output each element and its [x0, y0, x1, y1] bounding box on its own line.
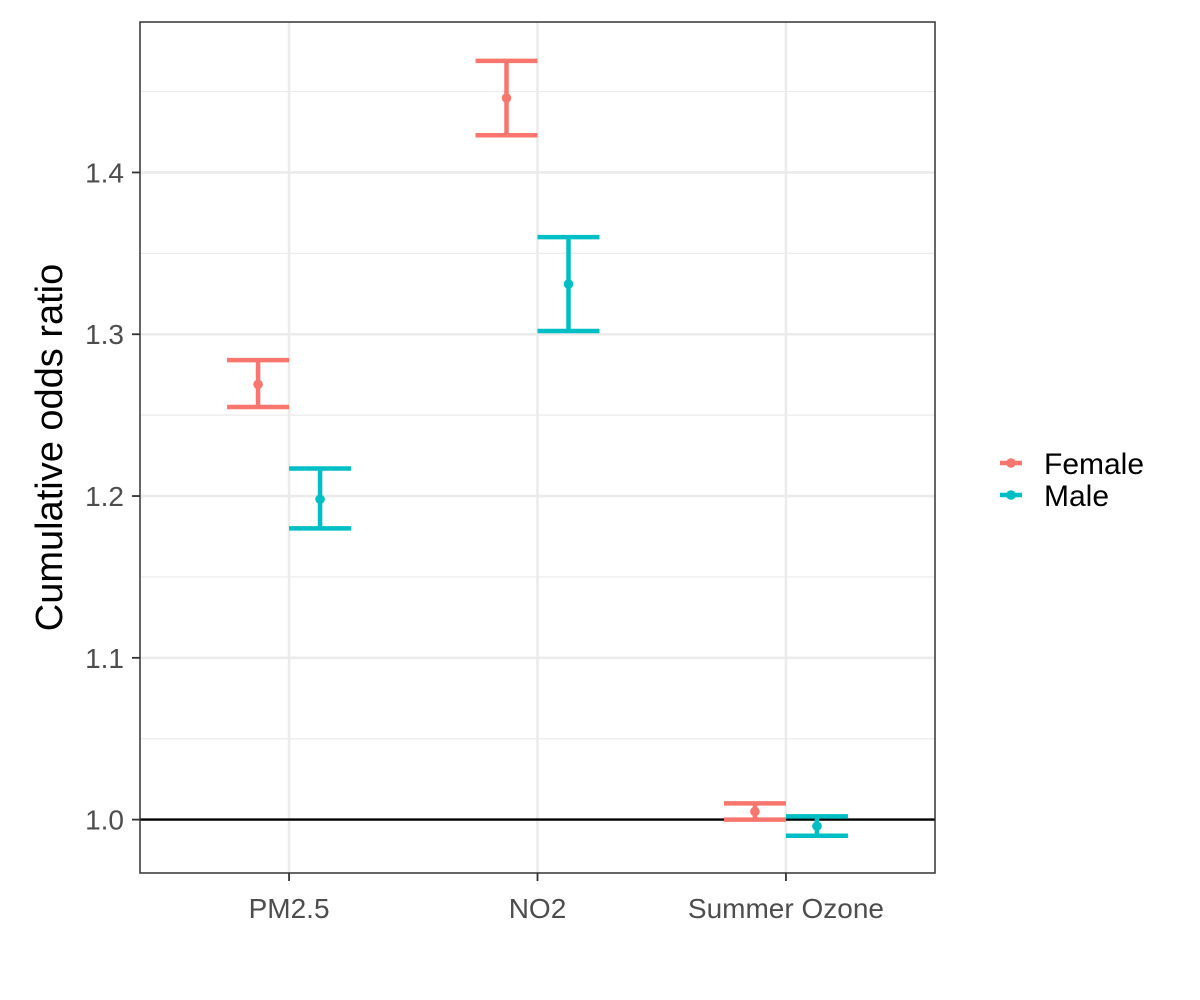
- y-axis: 1.0 1.1 1.2 1.3 1.4: [85, 157, 140, 836]
- error-bar: [475, 58, 538, 138]
- y-tick-label: 1.3: [85, 319, 124, 350]
- error-bar: [537, 234, 600, 334]
- legend-item-female: Female: [1000, 448, 1144, 481]
- legend-label: Male: [1044, 480, 1109, 513]
- error-bar: [785, 814, 848, 839]
- legend-key-point: [1006, 490, 1016, 500]
- x-tick-label: PM2.5: [249, 893, 330, 924]
- series-male: [289, 234, 848, 839]
- estimate-point: [750, 806, 760, 817]
- x-tick-label: NO2: [509, 893, 567, 924]
- legend-key-point: [1006, 458, 1016, 468]
- y-tick-label: 1.4: [85, 157, 124, 188]
- estimate-point: [812, 821, 822, 831]
- y-tick-label: 1.1: [85, 643, 124, 674]
- x-axis: PM2.5 NO2 Summer Ozone: [249, 873, 884, 924]
- estimate-point: [501, 93, 512, 103]
- y-tick-label: 1.0: [85, 805, 124, 836]
- estimate-point: [563, 279, 574, 289]
- legend-item-male: Male: [1000, 480, 1109, 513]
- error-bar: [723, 801, 786, 822]
- estimate-point: [315, 494, 325, 505]
- y-axis-title: Cumulative odds ratio: [29, 264, 71, 632]
- series-female: [227, 58, 786, 822]
- error-bars: [227, 58, 848, 839]
- estimate-point: [253, 379, 263, 390]
- x-tick-label: Summer Ozone: [688, 893, 884, 924]
- error-bar: [289, 466, 352, 531]
- y-tick-label: 1.2: [85, 481, 124, 512]
- error-bar: [227, 357, 290, 410]
- legend-label: Female: [1044, 448, 1144, 481]
- grid: [140, 22, 935, 873]
